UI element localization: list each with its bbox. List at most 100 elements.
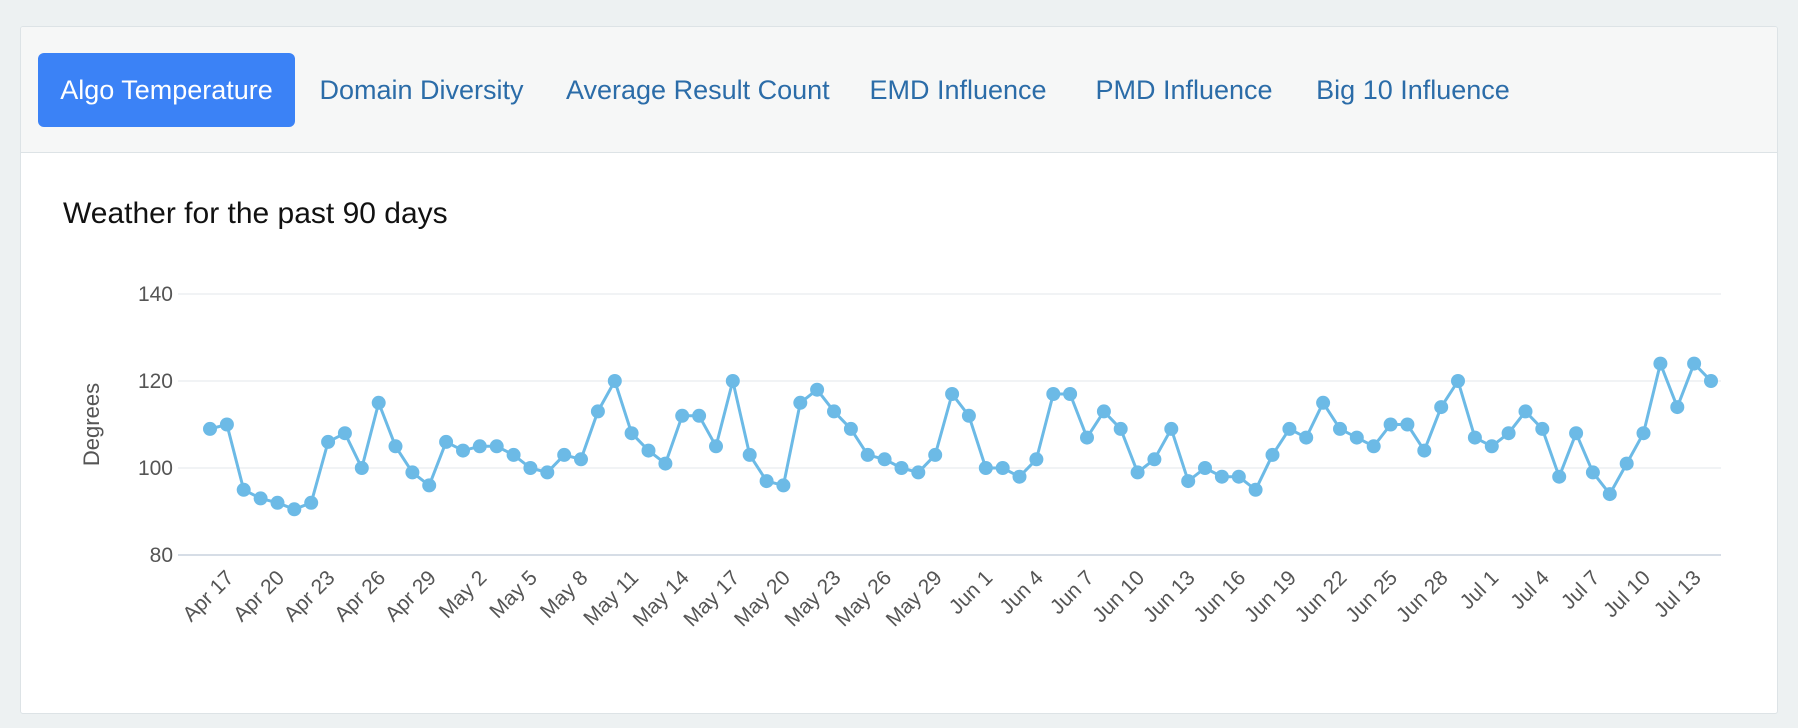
data-point[interactable] [1248,482,1263,497]
data-point[interactable] [911,465,926,480]
data-point[interactable] [1704,374,1718,388]
data-point[interactable] [1164,421,1179,436]
data-point[interactable] [270,495,285,510]
x-tick-label: May 2 [435,566,492,623]
data-point[interactable] [590,404,605,419]
data-point[interactable] [843,421,858,436]
data-point[interactable] [1434,400,1449,415]
data-point[interactable] [658,456,673,471]
tab-domain-diversity[interactable]: Domain Diversity [319,75,524,105]
data-point[interactable] [1619,456,1634,471]
data-point[interactable] [1080,430,1094,445]
data-point[interactable] [1417,443,1432,458]
data-point[interactable] [978,461,993,475]
tab-emd-influence[interactable]: EMD Influence [869,75,1047,105]
data-point[interactable] [557,447,572,462]
data-point[interactable] [1467,430,1482,445]
data-point[interactable] [1451,374,1465,388]
data-point[interactable] [219,417,234,432]
data-point[interactable] [422,478,437,493]
data-point[interactable] [725,374,740,388]
data-point[interactable] [607,374,622,388]
data-point[interactable] [203,421,217,436]
data-point[interactable] [253,491,268,506]
tab-big-10-influence[interactable]: Big 10 Influence [1316,75,1510,105]
x-tick-label: Jun 4 [995,566,1048,619]
data-point[interactable] [1670,400,1685,415]
data-point[interactable] [304,495,319,510]
data-point[interactable] [388,439,403,454]
data-point[interactable] [894,461,909,475]
data-point[interactable] [236,482,251,497]
data-point[interactable] [877,452,892,467]
data-point[interactable] [1299,430,1314,445]
data-point[interactable] [1231,469,1246,484]
data-point[interactable] [287,502,302,517]
data-point[interactable] [692,408,707,423]
data-point[interactable] [1400,417,1415,432]
data-point[interactable] [1282,421,1297,436]
data-point[interactable] [1383,417,1398,432]
data-point[interactable] [523,461,538,475]
data-point[interactable] [472,439,487,454]
data-point[interactable] [1316,395,1331,410]
data-point[interactable] [1484,439,1499,454]
data-point[interactable] [961,408,976,423]
data-point[interactable] [354,461,369,475]
data-point[interactable] [759,474,774,489]
data-point[interactable] [1518,404,1533,419]
data-point[interactable] [641,443,656,458]
data-point[interactable] [624,426,639,441]
data-point[interactable] [371,395,386,410]
data-point[interactable] [456,443,470,458]
data-point[interactable] [945,387,960,401]
data-point[interactable] [1214,469,1229,484]
data-point[interactable] [1046,387,1061,401]
data-point[interactable] [1333,421,1347,436]
data-point[interactable] [675,408,690,423]
data-point[interactable] [776,478,791,493]
data-point[interactable] [1147,452,1162,467]
data-point[interactable] [827,404,841,419]
data-point[interactable] [1585,465,1600,480]
data-point[interactable] [1349,430,1364,445]
data-point[interactable] [709,439,723,454]
data-point[interactable] [1687,356,1702,371]
data-point[interactable] [1198,461,1212,475]
data-point[interactable] [489,439,504,454]
data-point[interactable] [1181,474,1196,489]
data-point[interactable] [742,447,757,462]
data-point[interactable] [337,426,352,441]
data-point[interactable] [1535,421,1550,436]
data-point[interactable] [1113,421,1128,436]
data-point[interactable] [506,447,521,462]
tab-algo-temperature[interactable]: Algo Temperature [38,53,295,127]
data-point[interactable] [995,461,1010,475]
data-point[interactable] [1636,426,1651,441]
data-point[interactable] [810,382,825,397]
tab-average-result-count[interactable]: Average Result Count [566,75,830,105]
data-point[interactable] [1602,487,1617,502]
data-point[interactable] [1366,439,1381,454]
data-point[interactable] [928,447,943,462]
data-point[interactable] [1653,356,1668,371]
tab-pmd-influence[interactable]: PMD Influence [1095,75,1273,105]
data-point[interactable] [860,447,875,462]
data-point[interactable] [1552,469,1567,484]
data-point[interactable] [1569,426,1584,441]
data-point[interactable] [439,434,454,449]
data-point[interactable] [1063,387,1078,401]
data-point[interactable] [540,465,555,480]
data-point[interactable] [1096,404,1111,419]
data-point[interactable] [405,465,420,480]
data-point[interactable] [321,434,336,449]
data-point[interactable] [1265,447,1280,462]
data-point[interactable] [1012,469,1027,484]
data-point[interactable] [1501,426,1516,441]
data-point[interactable] [1029,452,1044,467]
data-point[interactable] [574,452,588,467]
data-point[interactable] [1130,465,1145,480]
data-point[interactable] [793,395,808,410]
x-tick-label: Apr 29 [381,566,441,626]
x-tick-label: May 17 [679,566,744,631]
